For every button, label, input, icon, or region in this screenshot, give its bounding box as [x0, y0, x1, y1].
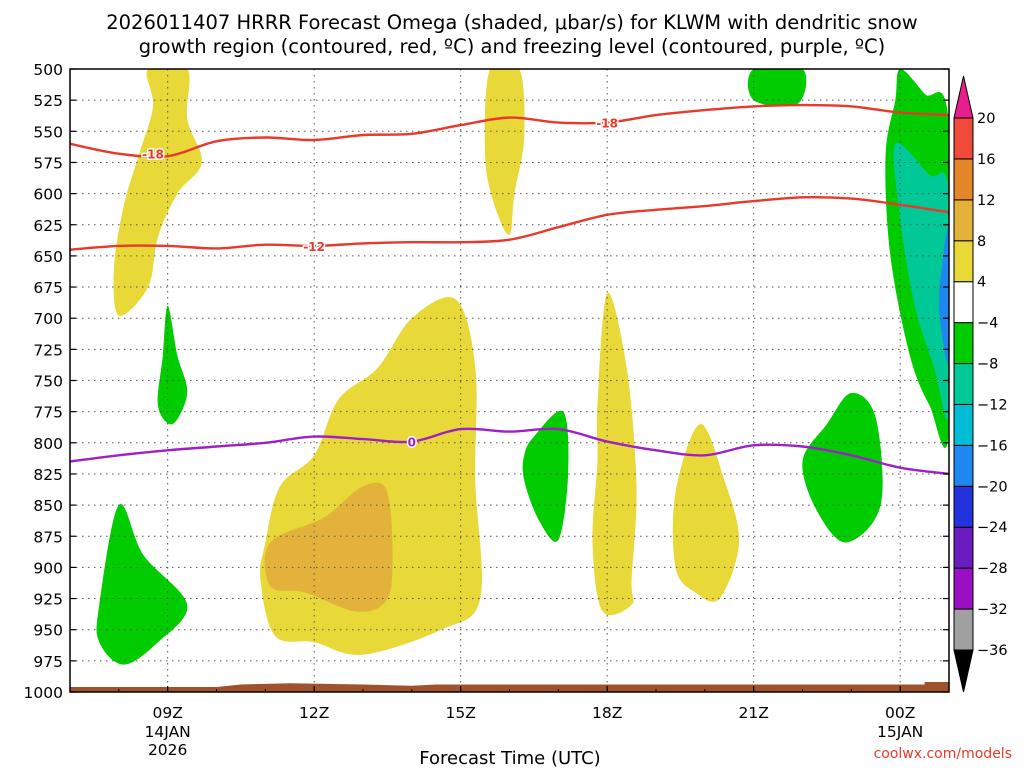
x-tick-label: 09Z — [152, 704, 182, 722]
y-tick-label: 775 — [33, 404, 63, 422]
contour-dendritic-line — [70, 103, 949, 159]
colorbar-bin — [953, 567, 974, 610]
chart-title-line2: growth region (contoured, red, ºC) and f… — [139, 35, 886, 58]
colorbar-bin — [953, 117, 974, 160]
contour-label: 0 — [408, 436, 416, 450]
omega-region-upward-plume-16z — [484, 69, 525, 235]
chart-title-line1: 2026011407 HRRR Forecast Omega (shaded, … — [106, 11, 918, 34]
colorbar-bin — [953, 444, 974, 487]
y-tick-label: 600 — [33, 186, 63, 204]
omega-region-upward-plume-18z — [592, 292, 637, 616]
colorbar-label: 12 — [977, 193, 995, 209]
colorbar-label: −24 — [977, 520, 1008, 536]
colorbar-bin — [953, 485, 974, 528]
y-tick-label: 725 — [33, 341, 63, 359]
colorbar-label: 20 — [977, 111, 995, 127]
credit-label: coolwx.com/models — [874, 746, 1012, 762]
x-tick-label: 00Z — [885, 704, 915, 722]
colorbar-bin — [953, 281, 974, 324]
colorbar-label: −12 — [977, 397, 1008, 413]
omega-region-downward-right-teal — [893, 142, 949, 420]
y-tick-label: 750 — [33, 373, 63, 391]
terrain — [70, 682, 949, 692]
contours: -18 -18 -12 0 — [70, 103, 949, 476]
colorbar-bin — [953, 608, 974, 651]
x-tick-label: 12Z — [299, 704, 329, 722]
omega-region-downward-top-21z — [747, 69, 807, 107]
colorbar-label: 8 — [977, 234, 986, 250]
colorbar-bin — [953, 322, 974, 365]
contour-freezing-line — [70, 427, 949, 476]
contour-dendritic-line — [70, 195, 949, 251]
y-axis: 500 525 550 575 600 625 650 675 700 725 750 775 800 8… — [24, 61, 949, 702]
colorbar-bin — [953, 526, 974, 569]
contour-label: -12 — [303, 240, 325, 254]
colorbar-under-arrow — [953, 649, 974, 693]
x-tick-label: 15Z — [445, 704, 475, 722]
colorbar-label: −8 — [977, 357, 998, 373]
gridlines — [70, 69, 949, 692]
y-tick-label: 900 — [33, 559, 63, 577]
colorbar-label: −4 — [977, 316, 998, 332]
x-tick-date: 15JAN — [877, 723, 923, 741]
y-tick-label: 650 — [33, 248, 63, 266]
colorbar: −36 −32 −28 −24 −20 −16 −12 −8 −4 4 8 12 16 20 — [953, 75, 1008, 693]
y-tick-label: 675 — [33, 279, 63, 297]
x-tick-year: 2026 — [148, 741, 187, 759]
x-tick-label: 21Z — [738, 704, 768, 722]
colorbar-bin — [953, 199, 974, 242]
terrain-surface — [70, 682, 949, 692]
y-tick-label: 975 — [33, 653, 63, 671]
y-tick-label: 625 — [33, 217, 63, 235]
contour-label: -18 — [596, 117, 618, 131]
omega-region-upward-core-13z-inner — [264, 482, 393, 612]
y-tick-label: 800 — [33, 435, 63, 453]
x-tick-date: 14JAN — [145, 723, 191, 741]
y-tick-label: 950 — [33, 622, 63, 640]
colorbar-label: −16 — [977, 438, 1008, 454]
colorbar-bin — [953, 158, 974, 201]
colorbar-over-arrow — [953, 75, 974, 119]
x-tick-label: 18Z — [592, 704, 622, 722]
y-tick-label: 525 — [33, 92, 63, 110]
y-tick-label: 1000 — [24, 684, 63, 702]
omega-region-downward-17z — [522, 410, 569, 542]
y-tick-label: 575 — [33, 154, 63, 172]
y-tick-label: 500 — [33, 61, 63, 79]
omega-region-upward-plume-09z — [113, 69, 202, 316]
colorbar-label: 16 — [977, 152, 995, 168]
omega-region-downward-11z-small — [157, 305, 188, 425]
colorbar-label: −36 — [977, 643, 1008, 659]
omega-region-upward-plume-20z — [672, 424, 740, 602]
colorbar-label: −20 — [977, 479, 1008, 495]
colorbar-bin — [953, 403, 974, 446]
y-tick-label: 825 — [33, 466, 63, 484]
y-tick-label: 875 — [33, 528, 63, 546]
colorbar-label: −28 — [977, 561, 1008, 577]
colorbar-label: 4 — [977, 275, 986, 291]
y-tick-label: 550 — [33, 123, 63, 141]
y-tick-label: 925 — [33, 591, 63, 609]
y-tick-label: 850 — [33, 497, 63, 515]
y-tick-label: 700 — [33, 310, 63, 328]
colorbar-bin — [953, 363, 974, 405]
omega-region-downward-right-blue — [938, 227, 949, 365]
colorbar-bin — [953, 240, 974, 283]
omega-region-downward-08z-low — [96, 504, 188, 665]
colorbar-label: −32 — [977, 602, 1008, 618]
omega-shading — [96, 69, 949, 665]
contour-label: -18 — [142, 148, 164, 162]
x-axis-label: Forecast Time (UTC) — [419, 748, 600, 768]
